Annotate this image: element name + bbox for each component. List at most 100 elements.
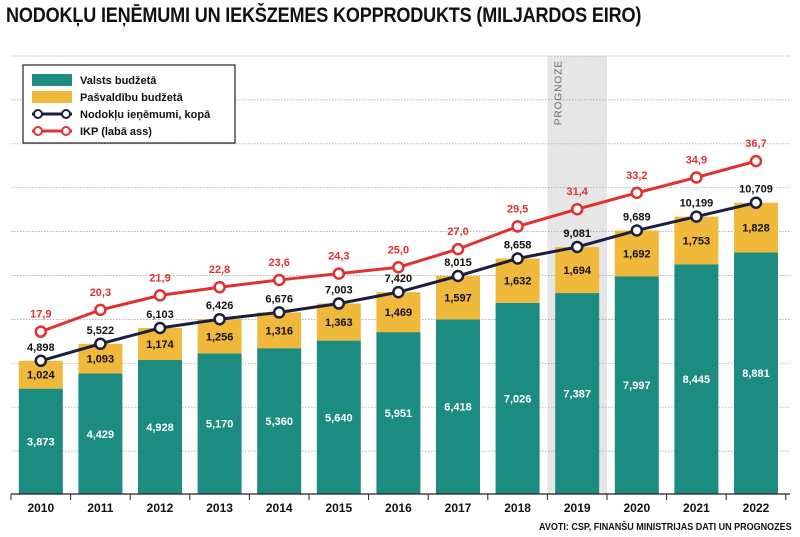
label-state-budget: 4,928 [146, 422, 174, 434]
bar-state-budget [138, 359, 182, 494]
label-municipal-budget: 1,753 [683, 235, 711, 247]
label-municipal-budget: 1,093 [87, 354, 115, 366]
x-axis: 2010 2011 2012 2013 2014 2015 2016 2017 2018 2019… [10, 494, 787, 515]
label-state-budget: 4,429 [87, 429, 115, 441]
label-state-budget: 8,445 [683, 374, 711, 386]
legend-swatch-municipal-budget [32, 91, 72, 103]
label-state-budget: 7,026 [504, 393, 532, 405]
marker-gdp [94, 303, 107, 317]
label-municipal-budget: 1,174 [146, 339, 174, 351]
x-tick-label: 2022 [743, 501, 770, 515]
marker-gdp [272, 273, 286, 287]
marker-gdp [34, 325, 48, 338]
bar-municipal-budget [376, 292, 421, 333]
label-gdp: 31,4 [566, 186, 588, 198]
label-state-budget: 5,360 [265, 416, 293, 428]
marker-gdp [749, 154, 763, 168]
bar-state-budget [197, 353, 242, 494]
marker-total-tax [630, 224, 644, 237]
x-tick-label: 2012 [147, 501, 174, 515]
label-municipal-budget: 1,632 [504, 276, 532, 288]
label-state-budget: 5,170 [206, 419, 234, 431]
label-total-tax: 9,081 [563, 228, 591, 240]
x-tick-label: 2010 [27, 501, 54, 515]
marker-total-tax [690, 210, 703, 223]
label-gdp: 24,3 [328, 251, 349, 263]
marker-total-tax [94, 337, 107, 351]
marker-total-tax [272, 306, 286, 319]
marker-gdp [213, 280, 226, 294]
x-tick-label: 2014 [266, 501, 293, 515]
label-municipal-budget: 1,597 [444, 293, 472, 305]
label-total-tax: 6,426 [206, 300, 234, 312]
marker-gdp [630, 186, 644, 200]
label-gdp: 22,8 [209, 264, 230, 276]
label-gdp: 17,9 [30, 309, 51, 321]
label-state-budget: 8,881 [742, 368, 770, 380]
x-tick-label: 2011 [87, 501, 113, 515]
label-total-tax: 4,898 [27, 342, 55, 354]
label-municipal-budget: 1,256 [206, 331, 234, 343]
marker-gdp [392, 261, 405, 274]
forecast-label: PROGNOZE [553, 60, 564, 125]
legend-swatch-state-budget [32, 74, 72, 86]
label-state-budget: 5,951 [385, 408, 413, 420]
bar-state-budget [555, 293, 600, 494]
bar-state-budget [495, 302, 540, 494]
label-total-tax: 7,003 [325, 285, 353, 297]
marker-total-tax [451, 269, 465, 283]
label-municipal-budget: 1,828 [742, 223, 770, 235]
marker-total-tax [570, 240, 584, 254]
x-tick-label: 2013 [206, 501, 233, 515]
bar-state-budget [436, 319, 480, 494]
marker-gdp [570, 202, 584, 216]
label-total-tax: 10,199 [680, 198, 714, 210]
label-gdp: 29,5 [507, 203, 528, 215]
bar-municipal-budget [734, 202, 778, 253]
label-total-tax: 8,658 [504, 240, 532, 252]
bar-state-budget [734, 252, 778, 494]
label-gdp: 23,6 [268, 257, 289, 269]
label-gdp: 36,7 [745, 138, 766, 150]
label-state-budget: 7,997 [623, 380, 651, 392]
x-tick-label: 2019 [564, 501, 591, 515]
label-gdp: 25,0 [388, 244, 409, 256]
marker-gdp [451, 242, 465, 256]
label-state-budget: 7,387 [563, 389, 591, 401]
legend-swatch-total-tax-marker [61, 109, 71, 119]
label-municipal-budget: 1,024 [27, 370, 55, 382]
label-total-tax: 9,689 [623, 211, 651, 223]
legend-swatch-gdp-marker [33, 126, 43, 136]
marker-total-tax [153, 321, 167, 335]
x-tick-label: 2016 [385, 501, 412, 515]
label-gdp: 21,9 [149, 272, 170, 284]
bar-municipal-budget [555, 246, 600, 294]
marker-total-tax [34, 354, 48, 368]
marker-gdp [153, 289, 167, 302]
x-tick-label: 2020 [623, 501, 650, 515]
label-state-budget: 3,873 [27, 436, 55, 448]
label-state-budget: 5,640 [325, 412, 353, 424]
legend-swatch-gdp-marker [61, 126, 71, 136]
legend-label: IKP (labā ass) [80, 126, 152, 138]
marker-gdp [690, 171, 703, 184]
label-municipal-budget: 1,469 [385, 307, 413, 319]
label-gdp: 34,9 [686, 154, 707, 166]
label-total-tax: 6,676 [265, 293, 293, 305]
bars: 3,873 1,024 4,429 1,093 4,928 1,174 5,170 1,256… [11, 202, 790, 495]
source-note: AVOTI: CSP, FINANŠU MINISTRIJAS DATI UN … [539, 522, 792, 533]
bar-municipal-budget [436, 275, 480, 320]
lines: 4,898 17,9 5,522 20,3 6,103 21,9 6,426 22,8 6,67… [27, 138, 773, 368]
label-municipal-budget: 1,316 [265, 325, 293, 337]
marker-total-tax [392, 285, 405, 299]
label-gdp: 27,0 [447, 226, 468, 238]
label-state-budget: 6,418 [444, 402, 472, 414]
bar-municipal-budget [495, 258, 540, 303]
label-municipal-budget: 1,363 [325, 317, 353, 329]
marker-total-tax [332, 297, 346, 310]
marker-gdp [511, 220, 524, 233]
bar-state-budget [257, 348, 302, 494]
bar-state-budget [78, 373, 123, 494]
legend-swatch-total-tax-marker [33, 109, 43, 119]
